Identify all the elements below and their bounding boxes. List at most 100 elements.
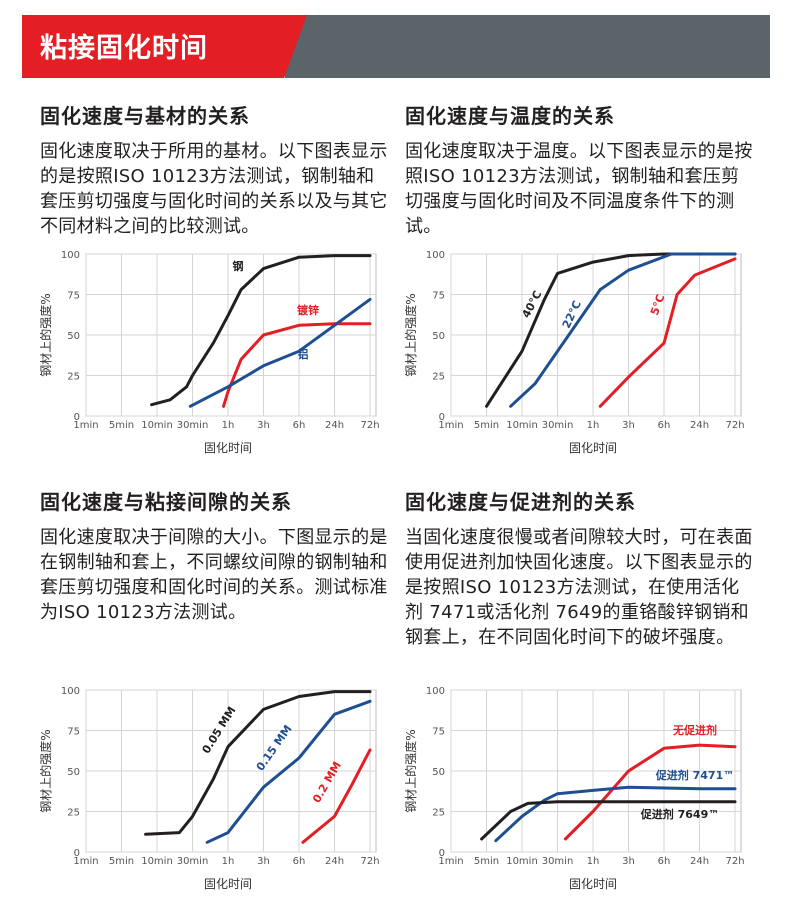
x-tick-label: 5min (109, 856, 134, 867)
data-line (205, 699, 372, 844)
x-axis-label: 固化时间 (569, 441, 617, 455)
x-tick-label: 1h (222, 420, 235, 431)
x-tick-label: 3h (257, 420, 270, 431)
data-line (144, 690, 372, 836)
section: 固化速度与粘接间隙的关系 固化速度取决于间隙的大小。下图显示的是在钢制轴和套上，… (40, 486, 392, 625)
data-line (150, 254, 372, 407)
data-line (301, 748, 372, 844)
series-label: 镀锌 (297, 303, 319, 317)
x-tick-label: 1h (222, 856, 235, 867)
y-tick-label: 100 (426, 686, 445, 697)
y-tick-label: 50 (67, 767, 80, 778)
series-label: 无促进剂 (672, 723, 717, 737)
header-title: 粘接固化时间 (40, 33, 208, 64)
x-tick-label: 10min (506, 420, 538, 431)
x-tick-label: 10min (506, 856, 538, 867)
header-red (22, 15, 307, 78)
section-text: 固化速度取决于温度。以下图表显示的是按照ISO 10123方法测试，钢制轴和套压… (405, 141, 753, 237)
x-tick-label: 72h (725, 420, 744, 431)
y-tick-label: 100 (61, 250, 80, 261)
section-text: 固化速度取决于所用的基材。以下图表显示的是按照ISO 10123方法测试，钢制轴… (40, 141, 388, 237)
data-line (563, 743, 737, 841)
y-tick-label: 25 (432, 372, 445, 383)
x-tick-label: 6h (658, 420, 671, 431)
x-tick-label: 72h (360, 420, 379, 431)
section-title: 固化速度与促进剂的关系 (405, 490, 636, 514)
y-tick-label: 0 (439, 412, 445, 423)
y-tick-label: 0 (74, 412, 80, 423)
y-tick-label: 100 (61, 686, 80, 697)
y-axis-label: 钢材上的强度% (40, 729, 53, 812)
x-tick-label: 10min (141, 420, 173, 431)
x-tick-label: 5min (474, 856, 499, 867)
x-tick-label: 24h (690, 856, 709, 867)
y-tick-label: 75 (432, 727, 445, 738)
y-tick-label: 75 (67, 727, 80, 738)
x-tick-label: 10min (141, 856, 173, 867)
y-tick-label: 50 (432, 767, 445, 778)
x-tick-label: 1min (438, 856, 463, 867)
x-tick-label: 30min (542, 856, 574, 867)
x-tick-label: 1min (438, 420, 463, 431)
x-tick-label: 24h (690, 420, 709, 431)
y-tick-label: 0 (439, 848, 445, 859)
y-tick-label: 50 (432, 331, 445, 342)
section-text: 当固化速度很慢或者间隙较大时，可在表面使用促进剂加快固化速度。以下图表显示的是按… (405, 527, 753, 648)
series-label: 铝 (298, 347, 309, 361)
y-axis-label: 钢材上的强度% (40, 293, 53, 376)
x-axis-label: 固化时间 (204, 441, 252, 455)
data-line (485, 252, 737, 408)
section-text: 固化速度取决于间隙的大小。下图显示的是在钢制轴和套上，不同螺纹间隙的钢制轴和套压… (40, 527, 388, 623)
x-tick-label: 5min (109, 420, 134, 431)
x-tick-label: 3h (622, 856, 635, 867)
chart: 0 25 50 75 100 1min 5min 10min 30min 1h 3h 6h 24h 72h… (40, 686, 380, 891)
data-line (494, 785, 737, 843)
data-line (509, 252, 737, 408)
y-tick-label: 25 (432, 808, 445, 819)
y-tick-label: 25 (67, 372, 80, 383)
x-tick-label: 72h (360, 856, 379, 867)
x-tick-label: 6h (658, 856, 671, 867)
section-title: 固化速度与温度的关系 (405, 104, 615, 128)
x-tick-label: 5min (474, 420, 499, 431)
section: 固化速度与促进剂的关系 当固化速度很慢或者间隙较大时，可在表面使用促进剂加快固化… (405, 486, 757, 650)
chart: 0 25 50 75 100 1min 5min 10min 30min 1h 3h 6h 24h 72h… (40, 250, 380, 455)
header-band (285, 15, 770, 78)
x-tick-label: 1h (587, 420, 600, 431)
x-axis-label: 固化时间 (204, 877, 252, 891)
y-tick-label: 75 (67, 291, 80, 302)
y-axis-label: 钢材上的强度% (405, 729, 418, 812)
y-tick-label: 50 (67, 331, 80, 342)
series-label: 促进剂 7649™ (640, 807, 719, 821)
data-line (188, 297, 372, 408)
y-tick-label: 75 (432, 291, 445, 302)
y-axis-label: 钢材上的强度% (405, 293, 418, 376)
x-tick-label: 3h (622, 420, 635, 431)
section: 固化速度与基材的关系 固化速度取决于所用的基材。以下图表显示的是按照ISO 10… (40, 100, 392, 239)
x-tick-label: 72h (725, 856, 744, 867)
x-tick-label: 30min (177, 856, 209, 867)
x-tick-label: 1min (73, 420, 98, 431)
section-title: 固化速度与基材的关系 (40, 104, 250, 128)
x-tick-label: 30min (542, 420, 574, 431)
data-line (598, 257, 737, 408)
x-tick-label: 24h (325, 856, 344, 867)
data-line (480, 800, 737, 841)
x-axis-label: 固化时间 (569, 877, 617, 891)
chart: 0 25 50 75 100 1min 5min 10min 30min 1h 3h 6h 24h 72h… (405, 250, 745, 455)
x-tick-label: 6h (293, 420, 306, 431)
series-label: 促进剂 7471™ (655, 768, 734, 782)
x-tick-label: 6h (293, 856, 306, 867)
chart: 0 25 50 75 100 1min 5min 10min 30min 1h 3h 6h 24h 72h… (405, 686, 745, 891)
section: 固化速度与温度的关系 固化速度取决于温度。以下图表显示的是按照ISO 10123… (405, 100, 757, 239)
x-tick-label: 1min (73, 856, 98, 867)
x-tick-label: 3h (257, 856, 270, 867)
section-title: 固化速度与粘接间隙的关系 (40, 490, 292, 514)
x-tick-label: 1h (587, 856, 600, 867)
y-tick-label: 25 (67, 808, 80, 819)
x-tick-label: 30min (177, 420, 209, 431)
y-tick-label: 100 (426, 250, 445, 261)
series-label: 钢 (233, 259, 244, 273)
y-tick-label: 0 (74, 848, 80, 859)
